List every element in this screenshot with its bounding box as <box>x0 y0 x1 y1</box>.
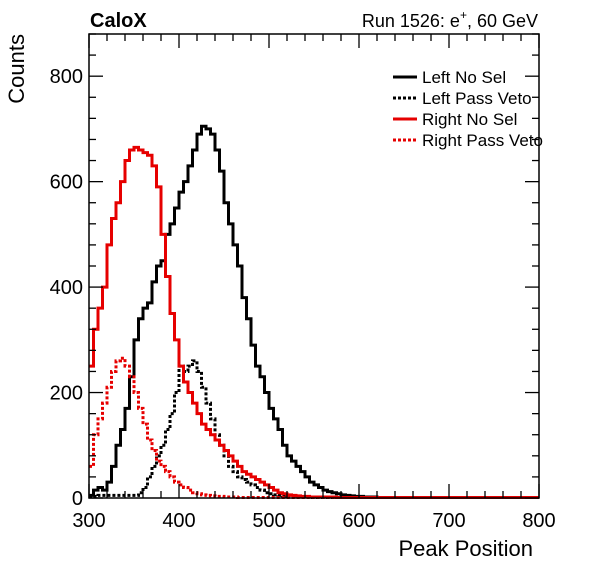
title-right-sup: + <box>460 8 467 22</box>
legend-label-4: Right Pass Veto <box>422 131 543 150</box>
legend-label-1: Left No Sel <box>422 68 506 87</box>
title-right-part2: , 60 GeV <box>467 11 538 31</box>
y-tick-label: 200 <box>50 383 83 405</box>
series-line-3 <box>89 145 539 499</box>
series-line-4 <box>89 356 539 499</box>
y-tick-label: 600 <box>50 172 83 194</box>
series-line-2 <box>89 359 539 499</box>
x-axis-label: Peak Position <box>398 536 533 561</box>
x-tick-label: 800 <box>522 510 555 532</box>
y-tick-label: 400 <box>50 277 83 299</box>
chart-title-left: CaloX <box>90 10 147 32</box>
legend: Left No Sel Left Pass Veto Right No Sel Rig… <box>393 68 543 150</box>
chart-title-right: Run 1526: e+, 60 GeV <box>362 8 538 31</box>
y-axis-label: Counts <box>4 34 29 104</box>
y-tick-label: 800 <box>50 66 83 88</box>
legend-label-2: Left Pass Veto <box>422 89 532 108</box>
x-tick-label: 400 <box>162 510 195 532</box>
ticks-layer <box>88 33 540 499</box>
labels-layer: 300 400 500 600 700 800 0 200 400 600 800 <box>50 66 556 532</box>
legend-label-3: Right No Sel <box>422 110 517 129</box>
x-tick-label: 600 <box>342 510 375 532</box>
x-tick-label: 300 <box>72 510 105 532</box>
title-right-part1: Run 1526: e <box>362 11 460 31</box>
y-tick-label: 0 <box>72 488 83 510</box>
x-tick-label: 500 <box>252 510 285 532</box>
series-layer <box>89 124 539 499</box>
x-tick-label: 700 <box>432 510 465 532</box>
